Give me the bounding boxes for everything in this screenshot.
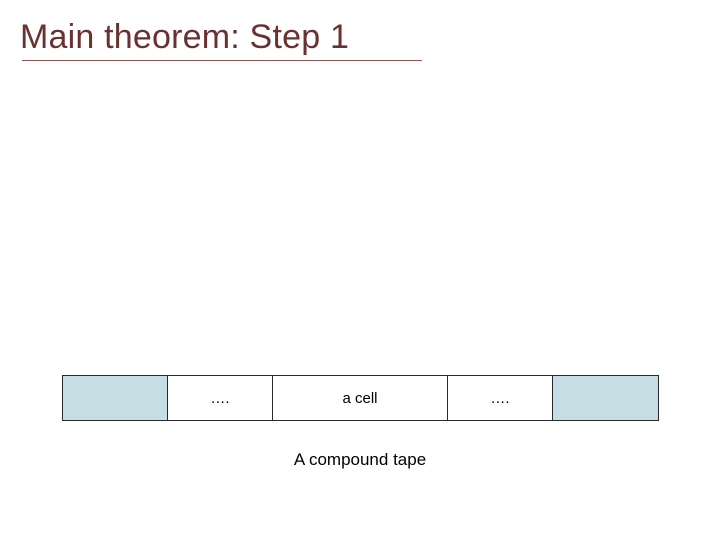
tape-cell-middle: a cell <box>273 376 448 420</box>
tape-caption: A compound tape <box>0 450 720 470</box>
tape-cell-end-left <box>63 376 168 420</box>
slide-title: Main theorem: Step 1 <box>20 18 349 57</box>
slide: Main theorem: Step 1 …. a cell …. A comp… <box>0 0 720 540</box>
tape-cell-ellipsis-l: …. <box>168 376 273 420</box>
tape-cell-ellipsis-r: …. <box>448 376 553 420</box>
compound-tape: …. a cell …. <box>62 375 659 421</box>
title-underline <box>22 60 422 61</box>
tape-cell-end-right <box>553 376 658 420</box>
